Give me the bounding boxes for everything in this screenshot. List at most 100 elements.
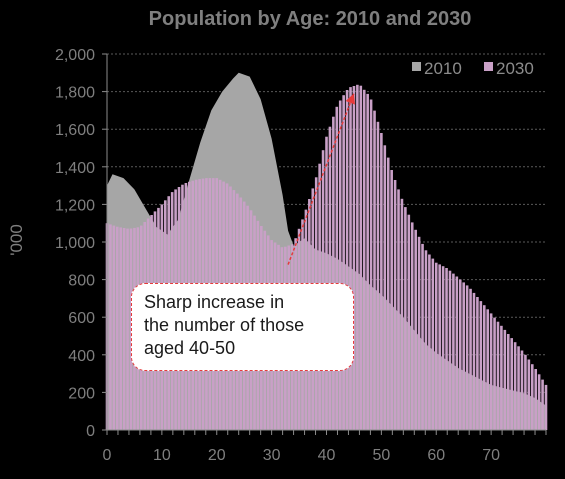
bar-2030-127 xyxy=(541,379,544,430)
bar-2030-69 xyxy=(342,95,345,430)
chart-title: Population by Age: 2010 and 2030 xyxy=(149,8,472,30)
y-tick-labels: 0 200 400 600 800 1,000 1,200 1,400 1,600 1,800 2,… xyxy=(55,47,95,440)
bar-2030-70 xyxy=(345,90,349,430)
bar-2030-109 xyxy=(479,301,483,430)
y-tick-label-3: 600 xyxy=(68,310,95,327)
bar-2030-89 xyxy=(410,222,414,430)
y-tick-label-0: 0 xyxy=(86,423,95,440)
bar-2030-96 xyxy=(434,262,438,430)
bar-2030-112 xyxy=(489,313,493,430)
bar-2030-90 xyxy=(414,229,417,430)
y-tick-label-2: 400 xyxy=(68,348,95,365)
annotation-arrow xyxy=(287,93,355,265)
bar-2030-126 xyxy=(537,374,541,430)
annotation-arrow-line xyxy=(287,93,355,265)
bar-2030-86 xyxy=(400,198,404,430)
annotation-callout: Sharp increase in the number of those ag… xyxy=(131,283,354,371)
y-tick-label-8: 1,600 xyxy=(55,122,95,139)
legend-swatch-2010 xyxy=(412,62,421,71)
annotation-arrow-head xyxy=(345,93,355,105)
y-tick-label-1: 200 xyxy=(68,385,95,402)
callout-line-2: the number of those xyxy=(144,315,305,335)
x-tick-label-1: 10 xyxy=(153,447,171,464)
legend-label-2030: 2030 xyxy=(496,59,534,78)
bar-2030-110 xyxy=(482,305,486,430)
series-2030-bars xyxy=(105,84,548,431)
bar-2030-4 xyxy=(119,227,123,430)
y-tick-label-7: 1,400 xyxy=(55,160,95,177)
bar-2030-77 xyxy=(369,99,373,430)
bar-2030-91 xyxy=(417,236,421,430)
y-tick-label-6: 1,200 xyxy=(55,197,95,214)
bar-2030-76 xyxy=(366,93,369,431)
bar-2030-101 xyxy=(452,273,455,430)
legend-label-2010: 2010 xyxy=(424,59,462,78)
legend: 2010 2030 xyxy=(412,59,534,78)
bar-2030-102 xyxy=(455,276,459,430)
bar-2030-67 xyxy=(335,106,339,431)
y-tick-label-9: 1,800 xyxy=(55,85,95,102)
bar-2030-108 xyxy=(476,297,479,430)
y-tick-label-4: 800 xyxy=(68,273,95,290)
bar-2030-120 xyxy=(517,346,520,430)
x-tick-label-2: 20 xyxy=(208,447,226,464)
x-tick-label-5: 50 xyxy=(372,447,390,464)
bar-2030-106 xyxy=(469,288,472,430)
bar-2030-82 xyxy=(386,157,390,430)
y-tick-label-10: 2,000 xyxy=(55,47,95,64)
bar-2030-5 xyxy=(122,228,126,430)
bar-2030-68 xyxy=(338,100,342,430)
bar-2030-72 xyxy=(352,86,356,430)
bar-2030-66 xyxy=(332,116,335,430)
bar-2030-95 xyxy=(431,258,435,430)
bar-2030-111 xyxy=(486,309,489,430)
x-tick-label-0: 0 xyxy=(103,447,112,464)
bar-2030-73 xyxy=(356,84,359,431)
bar-2030-75 xyxy=(362,89,366,431)
bar-2030-116 xyxy=(503,329,507,430)
bar-2030-103 xyxy=(458,279,462,430)
bar-2030-122 xyxy=(524,354,527,430)
bar-2030-107 xyxy=(472,292,476,430)
y-axis-label: '000 xyxy=(7,224,26,256)
bar-2030-78 xyxy=(373,110,376,430)
bar-2030-88 xyxy=(407,214,411,430)
callout-line-3: aged 40-50 xyxy=(144,338,236,358)
bar-2030-99 xyxy=(445,268,448,430)
bar-2030-85 xyxy=(397,189,400,430)
bar-2030-92 xyxy=(421,243,424,430)
bar-2030-3 xyxy=(115,226,119,430)
bar-2030-74 xyxy=(359,85,363,430)
bar-2030-124 xyxy=(530,364,534,430)
x-tick-label-7: 70 xyxy=(482,447,500,464)
bar-2030-2 xyxy=(112,225,116,430)
bar-2030-123 xyxy=(527,359,531,430)
bar-2030-125 xyxy=(534,369,538,430)
bar-2030-121 xyxy=(520,350,524,430)
y-tick-label-5: 1,000 xyxy=(55,235,95,252)
bar-2030-84 xyxy=(393,180,397,430)
bar-2030-119 xyxy=(513,342,517,430)
bar-2030-128 xyxy=(544,384,548,430)
x-tick-labels: 0 10 20 30 40 50 60 70 xyxy=(103,447,501,464)
legend-swatch-2030 xyxy=(484,62,493,71)
bar-2030-81 xyxy=(383,145,387,431)
bar-2030-118 xyxy=(510,338,513,430)
bar-2030-6 xyxy=(126,228,129,430)
bar-2030-79 xyxy=(376,121,380,431)
bar-2030-93 xyxy=(424,250,428,430)
bar-2030-87 xyxy=(404,207,407,430)
bar-2030-94 xyxy=(428,254,431,430)
bar-2030-114 xyxy=(496,321,500,430)
x-tick-label-3: 30 xyxy=(263,447,281,464)
x-tick-label-4: 40 xyxy=(318,447,336,464)
bar-2030-71 xyxy=(349,87,352,430)
bar-2030-97 xyxy=(438,264,441,430)
bar-2030-1 xyxy=(109,224,112,430)
x-tick-label-6: 60 xyxy=(427,447,445,464)
bar-2030-113 xyxy=(493,317,496,430)
bar-2030-65 xyxy=(328,126,332,430)
bar-2030-117 xyxy=(506,334,510,430)
bar-2030-98 xyxy=(441,266,445,430)
